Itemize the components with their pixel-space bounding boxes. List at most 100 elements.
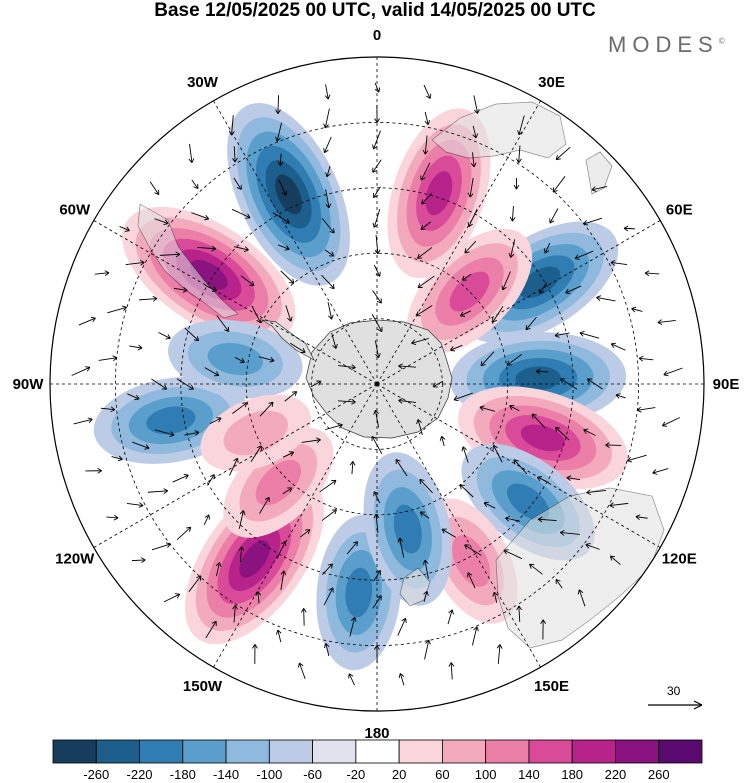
- wind-arrow: [609, 555, 621, 565]
- antarctica-landmass: [305, 319, 453, 439]
- wind-arrow: [579, 331, 600, 339]
- wind-arrow: [275, 122, 283, 142]
- wind-arrow: [586, 489, 606, 496]
- wind-arrow: [480, 351, 495, 367]
- wind-arrow: [483, 501, 496, 509]
- colorbar-swatch: [528, 739, 573, 764]
- wind-arrow: [424, 639, 431, 660]
- wind-arrow: [447, 609, 454, 625]
- wind-arrow: [280, 270, 295, 284]
- wind-arrow: [238, 546, 245, 563]
- wind-arrow: [544, 242, 551, 254]
- wind-arrow: [467, 177, 474, 198]
- wind-arrow: [258, 356, 275, 363]
- wind-arrow: [184, 327, 200, 342]
- wind-arrow: [565, 285, 582, 295]
- wind-arrow: [125, 259, 145, 266]
- wind-arrow: [250, 445, 262, 463]
- wind-arrow: [417, 247, 433, 259]
- wind-arrow: [509, 205, 516, 222]
- anomaly-blue-30w: [227, 103, 350, 286]
- wind-arrow: [591, 185, 608, 192]
- colorbar-swatch: [268, 739, 314, 764]
- longitude-labels: 0 30E 60E 90E 120E 150E 180 150W 120W 90W 60W 30W: [13, 27, 740, 742]
- wind-arrow: [372, 130, 381, 150]
- wind-arrow: [501, 271, 511, 291]
- wind-arrow: [583, 428, 596, 436]
- anomaly-contour: [452, 535, 491, 587]
- wind-arrow: [397, 617, 407, 636]
- anomaly-contour: [255, 459, 302, 506]
- wind-arrow: [415, 305, 433, 317]
- wind-arrow: [374, 234, 381, 255]
- wind-arrow: [663, 367, 683, 377]
- wind-arrow: [98, 355, 118, 362]
- wind-arrow: [423, 84, 432, 99]
- wind-arrow: [471, 626, 479, 646]
- wind-arrow: [191, 179, 199, 190]
- wind-arrow: [229, 457, 239, 476]
- wind-arrow: [300, 529, 311, 538]
- anomaly-pink-40e: [406, 228, 533, 355]
- wind-arrow: [71, 366, 91, 376]
- wind-arrow: [373, 264, 381, 277]
- wind-arrow: [85, 467, 102, 474]
- wind-arrow: [300, 608, 307, 626]
- wind-arrow: [441, 528, 457, 538]
- wind-arrow: [289, 342, 306, 353]
- wind-arrow: [509, 404, 520, 412]
- wind-arrow: [422, 559, 429, 579]
- wind-arrow: [397, 537, 405, 558]
- wind-arrow: [203, 514, 210, 526]
- wind-arrow: [635, 514, 648, 521]
- colorbar-swatch: [485, 739, 530, 764]
- wind-arrow: [301, 437, 321, 444]
- wind-arrow: [151, 378, 168, 390]
- colorbar-tick-label: -100: [256, 767, 283, 782]
- wind-arrow: [310, 380, 322, 388]
- anomaly-contour: [506, 483, 550, 521]
- wind-arrow: [338, 364, 356, 370]
- wind-arrow: [255, 591, 262, 604]
- anomaly-contour: [515, 366, 562, 391]
- wind-arrow: [276, 540, 287, 560]
- wind-arrow: [610, 342, 626, 351]
- anomaly-contour: [146, 406, 196, 435]
- wind-arrow: [506, 354, 522, 366]
- anomaly-contour: [449, 271, 490, 312]
- wind-arrow: [207, 474, 215, 486]
- wind-arrow: [277, 244, 290, 251]
- wind-arrow: [496, 644, 503, 664]
- wind-arrow: [73, 417, 93, 425]
- wind-arrow: [374, 82, 381, 93]
- wind-arrow: [321, 274, 335, 290]
- wind-arrow: [492, 591, 498, 603]
- wind-arrow: [372, 159, 382, 173]
- wind-arrow: [472, 125, 479, 139]
- wind-arrow: [373, 409, 380, 428]
- anomaly-contour: [275, 174, 302, 215]
- meridian-line: [213, 383, 378, 668]
- wind-arrow: [111, 455, 123, 462]
- colorbar-swatch: [52, 739, 97, 764]
- brand-text: MODES: [608, 32, 719, 57]
- wind-arrow: [420, 162, 431, 181]
- wind-arrow: [459, 484, 474, 498]
- wind-arrow: [461, 446, 469, 463]
- wind-arrow: [205, 620, 217, 639]
- wind-arrow: [278, 179, 287, 196]
- longitude-label: 120W: [55, 551, 95, 568]
- wind-arrow: [238, 510, 246, 529]
- wind-arrow: [372, 290, 382, 304]
- wind-arrow: [577, 589, 586, 607]
- longitude-label: 60E: [666, 202, 693, 219]
- wind-arrow: [252, 644, 258, 664]
- colorbar-tick-label: -260: [83, 767, 110, 782]
- wind-arrow: [424, 111, 431, 125]
- wind-arrow: [319, 479, 337, 493]
- wind-arrow: [216, 315, 230, 332]
- meridian-line: [93, 220, 378, 385]
- brand-copyright-mark: ©: [718, 36, 725, 46]
- colorbar-swatch: [398, 739, 443, 764]
- wind-arrow: [549, 208, 559, 224]
